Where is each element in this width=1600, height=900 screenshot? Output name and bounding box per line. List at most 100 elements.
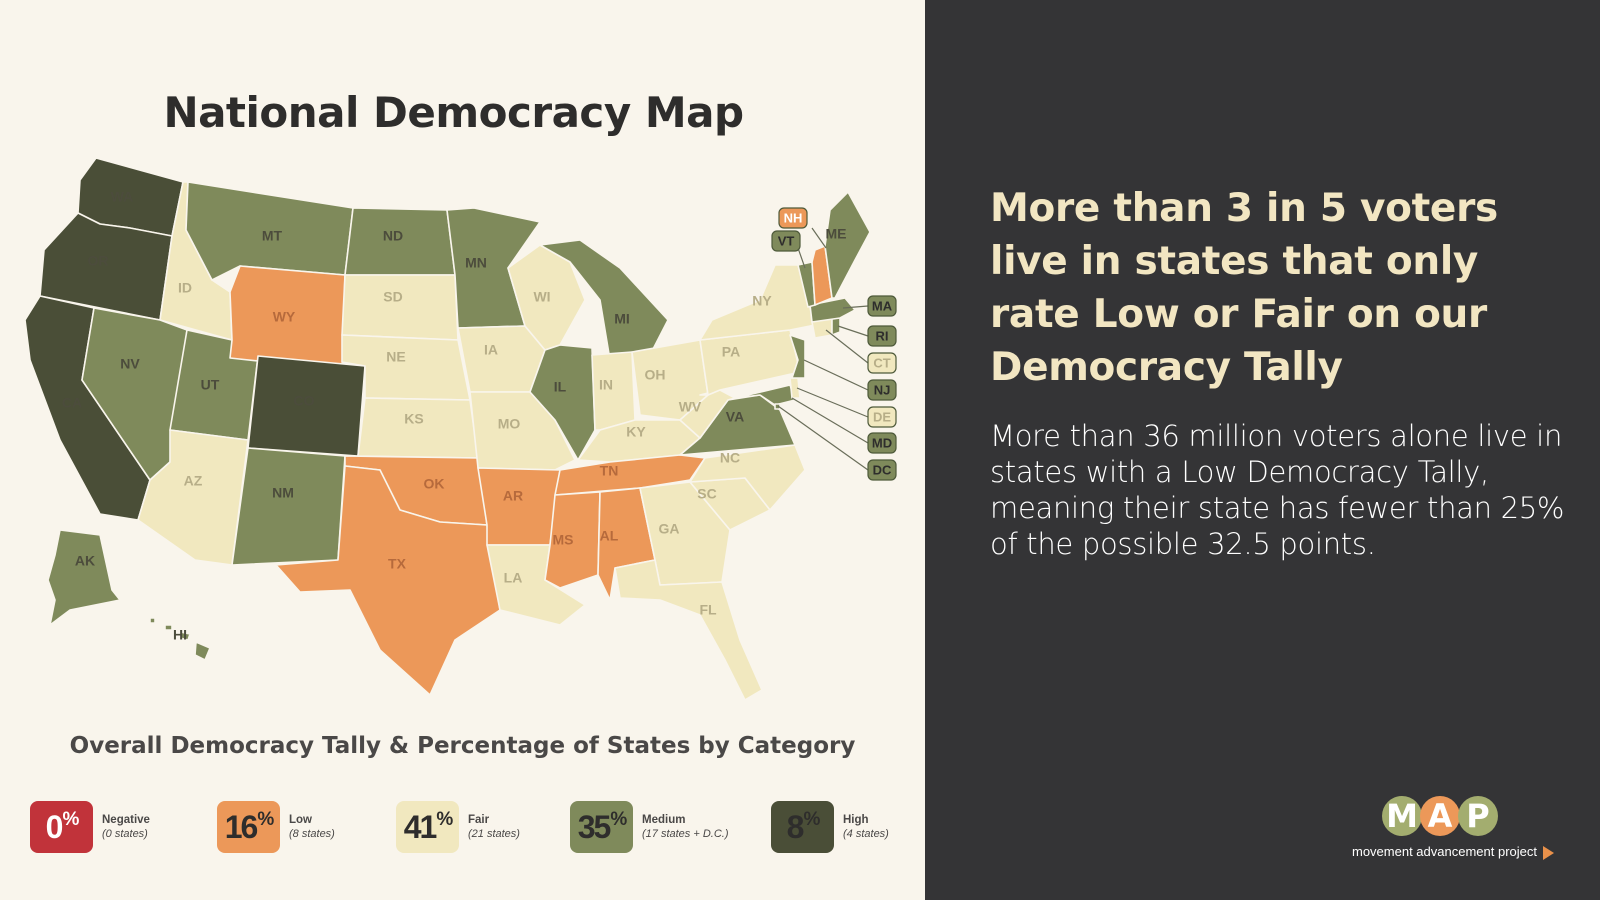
state-NY[interactable] bbox=[699, 264, 816, 341]
state-PA[interactable] bbox=[699, 329, 801, 396]
state-callouts: NH VT MA RI CT NJ DE MD DC bbox=[771, 207, 897, 481]
state-label-SC: SC bbox=[697, 486, 716, 502]
callout-label-RI: RI bbox=[876, 328, 889, 343]
state-label-TX: TX bbox=[388, 556, 407, 572]
state-label-WI: WI bbox=[533, 289, 550, 305]
state-AK[interactable] bbox=[47, 529, 121, 626]
state-label-AL: AL bbox=[600, 528, 619, 544]
us-state-map: WA OR CA ID NV UT AZ MT WY CO NM ND SD NE KS OK TX MN IA MO… bbox=[24, 157, 897, 701]
legend-pct-sign: % bbox=[257, 809, 274, 830]
callout-label-CT: CT bbox=[873, 355, 890, 370]
legend-item-negative: 0% Negative (0 states) bbox=[30, 800, 150, 854]
state-label-HI: HI bbox=[173, 627, 187, 643]
callout-box-VT bbox=[771, 230, 801, 252]
state-label-CA: CA bbox=[62, 395, 82, 411]
state-label-IN: IN bbox=[599, 377, 613, 393]
state-label-VA: VA bbox=[726, 409, 744, 425]
legend-swatch-medium: 35% bbox=[570, 801, 633, 853]
legend-name: Fair bbox=[468, 814, 490, 826]
state-label-TN: TN bbox=[600, 463, 619, 479]
legend-pct-sign: % bbox=[610, 809, 627, 830]
logo-letters: M A P bbox=[1382, 796, 1498, 836]
callout-RI: RI bbox=[867, 325, 897, 347]
legend-name: Negative bbox=[102, 814, 150, 826]
callout-box-NH bbox=[778, 207, 808, 229]
state-label-KY: KY bbox=[626, 424, 646, 440]
callout-label-VT: VT bbox=[778, 233, 795, 248]
legend-count: (17 states + D.C.) bbox=[642, 828, 729, 840]
callout-NJ: NJ bbox=[867, 379, 897, 401]
state-label-SD: SD bbox=[383, 289, 402, 305]
legend-name: High bbox=[843, 814, 869, 826]
legend-swatch-low: 16% bbox=[217, 801, 280, 853]
state-label-LA: LA bbox=[504, 570, 523, 586]
state-DC[interactable] bbox=[774, 403, 781, 410]
summary-headline: More than 3 in 5 voters live in states t… bbox=[990, 186, 1498, 390]
callout-DC: DC bbox=[867, 459, 897, 481]
state-IL[interactable] bbox=[529, 344, 596, 461]
state-label-NM: NM bbox=[272, 485, 294, 501]
legend-item-medium: 35% Medium (17 states + D.C.) bbox=[570, 800, 729, 854]
logo-letter-m: M bbox=[1382, 796, 1422, 836]
legend-swatch-high: 8% bbox=[771, 801, 834, 853]
callout-label-MA: MA bbox=[872, 298, 893, 313]
state-MA[interactable] bbox=[809, 297, 856, 323]
state-label-OR: OR bbox=[88, 253, 109, 269]
legend-name: Low bbox=[289, 814, 312, 826]
state-FL[interactable] bbox=[614, 559, 763, 701]
callout-MA: MA bbox=[867, 295, 897, 317]
state-label-GA: GA bbox=[659, 521, 680, 537]
state-label-WA: WA bbox=[111, 189, 134, 205]
callout-label-MD: MD bbox=[872, 435, 892, 450]
legend-pct: 0 bbox=[45, 809, 64, 845]
legend-heading: Overall Democracy Tally & Percentage of … bbox=[69, 733, 856, 759]
state-label-MS: MS bbox=[553, 532, 574, 548]
logo-subtitle-text: movement advancement project bbox=[1352, 844, 1537, 859]
state-KS[interactable] bbox=[357, 397, 479, 459]
state-label-MT: MT bbox=[262, 228, 283, 244]
state-label-UT: UT bbox=[201, 377, 220, 393]
logo-subtitle: movement advancement project bbox=[1352, 844, 1554, 860]
state-AR[interactable] bbox=[477, 467, 561, 546]
state-WV[interactable] bbox=[679, 389, 736, 439]
state-SD[interactable] bbox=[341, 274, 459, 341]
state-HI[interactable] bbox=[149, 617, 211, 661]
state-NJ[interactable] bbox=[789, 334, 806, 379]
state-label-NC: NC bbox=[720, 450, 740, 466]
state-MD[interactable] bbox=[734, 384, 796, 406]
callout-label-NH: NH bbox=[784, 210, 803, 225]
legend-pct: 41 bbox=[403, 809, 438, 845]
state-label-ID: ID bbox=[178, 280, 192, 296]
legend-pct: 8 bbox=[786, 809, 805, 845]
state-label-MN: MN bbox=[465, 255, 487, 271]
callout-label-DC: DC bbox=[873, 462, 892, 477]
legend-name: Medium bbox=[642, 814, 686, 826]
state-NH[interactable] bbox=[811, 245, 833, 306]
state-label-IA: IA bbox=[484, 342, 498, 358]
state-label-PA: PA bbox=[722, 344, 740, 360]
state-IA[interactable] bbox=[457, 325, 546, 393]
legend-pct-sign: % bbox=[436, 809, 453, 830]
callout-box-MD bbox=[867, 432, 897, 454]
state-AZ[interactable] bbox=[137, 429, 249, 566]
state-label-NV: NV bbox=[120, 356, 140, 372]
state-label-WV: WV bbox=[679, 399, 702, 415]
callout-label-NJ: NJ bbox=[874, 382, 891, 397]
callout-box-DE bbox=[867, 406, 897, 428]
legend-pct: 35 bbox=[577, 809, 612, 845]
state-label-MO: MO bbox=[498, 416, 521, 432]
state-label-WY: WY bbox=[273, 309, 296, 325]
state-TX[interactable] bbox=[275, 465, 501, 696]
state-NM[interactable] bbox=[231, 447, 346, 566]
legend-pct-sign: % bbox=[62, 809, 79, 830]
state-label-IL: IL bbox=[554, 379, 567, 395]
callout-box-MA bbox=[867, 295, 897, 317]
legend-pct-sign: % bbox=[803, 809, 820, 830]
callout-box-CT bbox=[867, 352, 897, 374]
state-label-OK: OK bbox=[424, 476, 445, 492]
legend-count: (0 states) bbox=[102, 828, 148, 840]
legend-count: (21 states) bbox=[468, 828, 520, 840]
state-ME[interactable] bbox=[824, 191, 871, 299]
state-label-ME: ME bbox=[826, 226, 847, 242]
legend-count: (4 states) bbox=[843, 828, 889, 840]
